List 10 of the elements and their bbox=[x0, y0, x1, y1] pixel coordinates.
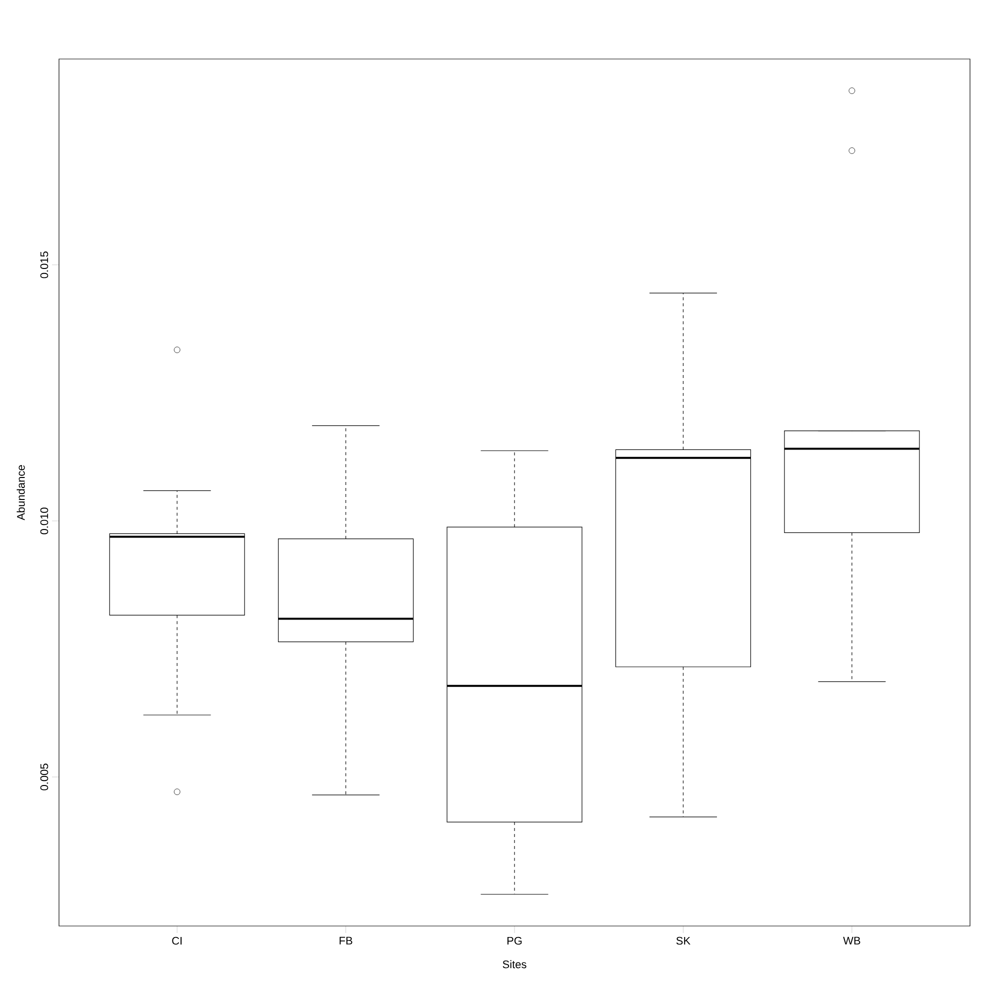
x-tick-label: FB bbox=[340, 936, 352, 944]
y-axis-title: Abundance bbox=[16, 465, 25, 520]
y-tick-label: 0.005 bbox=[40, 764, 48, 790]
x-tick-label: SK bbox=[676, 936, 690, 945]
x-tick-label: PG bbox=[507, 936, 522, 945]
x-tick-label: CI bbox=[172, 936, 182, 945]
y-tick-label: 0.010 bbox=[40, 508, 48, 534]
y-tick-label: 0.015 bbox=[40, 252, 48, 278]
x-tick-label: WB bbox=[843, 936, 860, 944]
x-axis-title: Sites bbox=[502, 960, 526, 968]
